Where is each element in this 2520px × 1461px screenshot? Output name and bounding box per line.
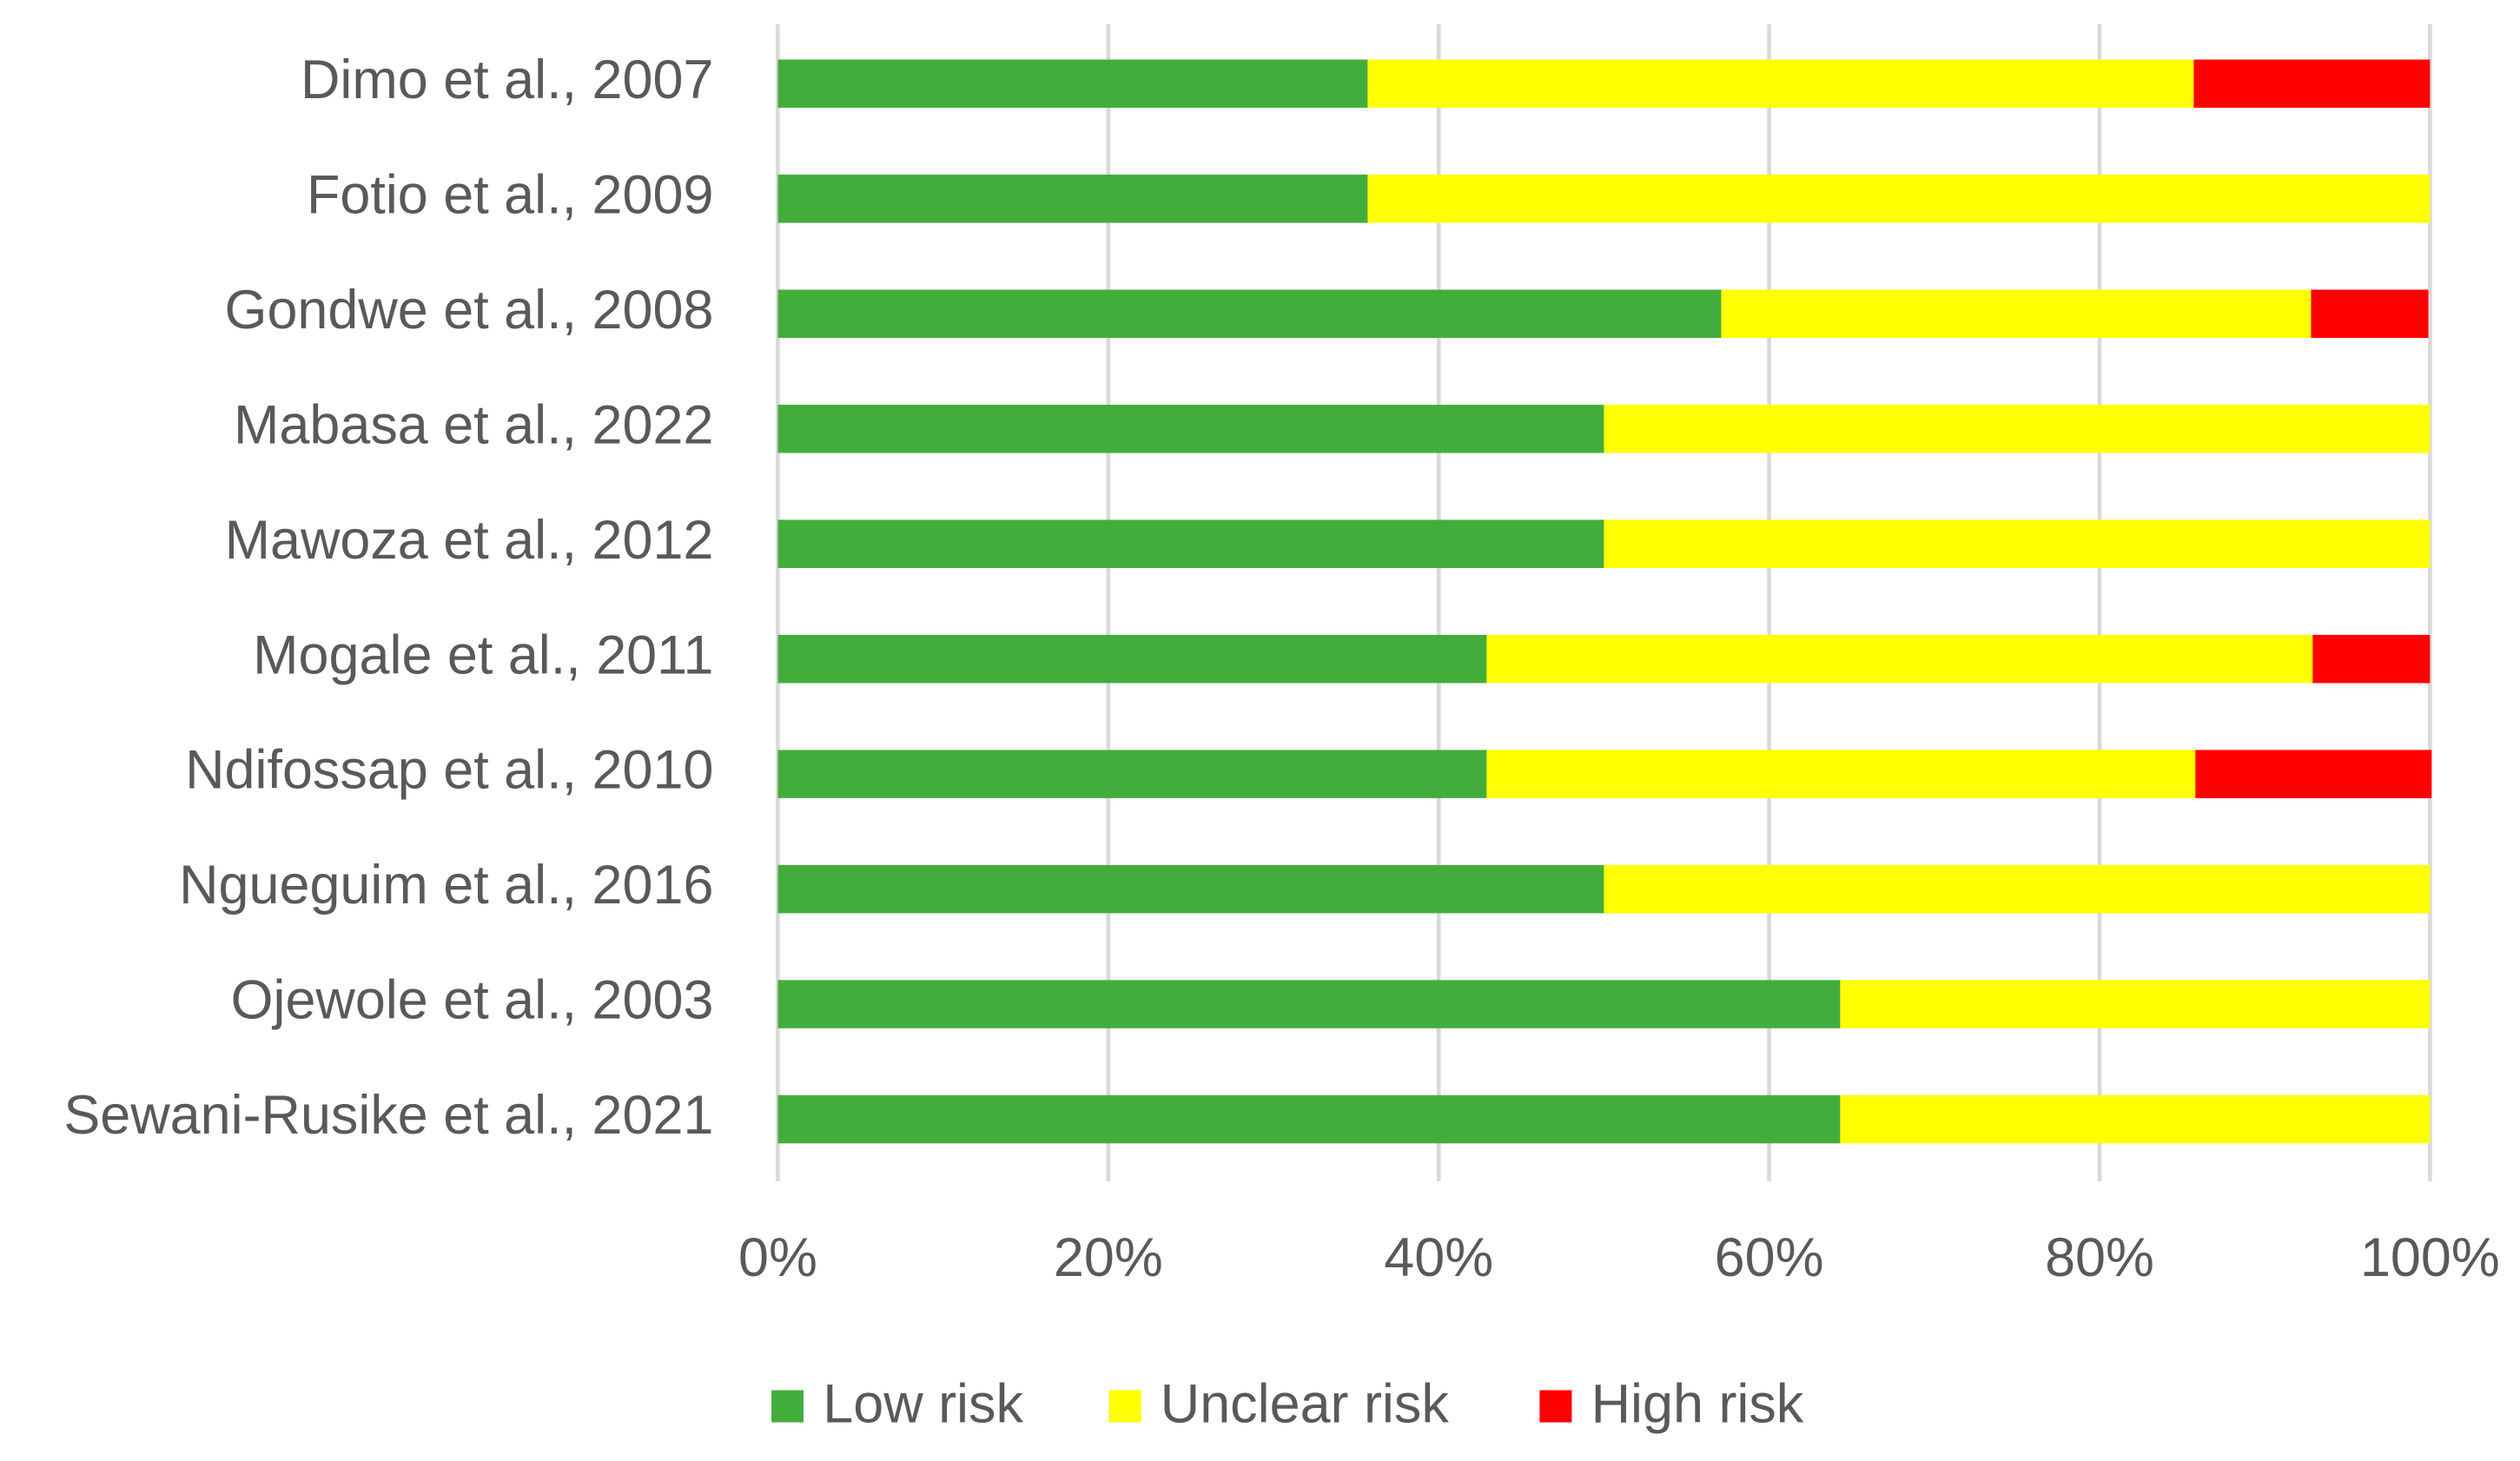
legend-swatch <box>1108 1390 1141 1423</box>
y-tick-label: Mabasa et al., 2022 <box>234 394 713 455</box>
bar-segment <box>777 404 1604 453</box>
bar-segment <box>1604 864 2431 914</box>
bar-segment <box>777 864 1604 914</box>
bar-segment <box>777 634 1487 684</box>
y-tick-label: Dimo et al., 2007 <box>301 50 713 110</box>
y-tick-label: Mogale et al., 2011 <box>253 625 713 685</box>
x-tick-label: 20% <box>1054 1227 1163 1288</box>
y-tick-label: Ndifossap et al., 2010 <box>185 740 713 801</box>
y-tick-label: Gondwe et al., 2008 <box>225 280 714 340</box>
bar-segment <box>2312 634 2431 684</box>
x-tick-label: 60% <box>1715 1227 1824 1288</box>
bar-segment <box>777 289 1722 339</box>
legend-label: Low risk <box>823 1373 1023 1434</box>
bar-segment <box>777 980 1841 1028</box>
bar-segment <box>1367 175 2431 223</box>
bar-segment <box>2311 289 2429 339</box>
bar-segment <box>1367 59 2194 109</box>
bar-segment <box>777 1094 1841 1144</box>
bar-segment <box>777 59 1368 109</box>
bar-segment <box>1840 1094 2431 1144</box>
legend-label: Unclear risk <box>1161 1373 1450 1434</box>
bar-segment <box>1486 634 2313 684</box>
y-tick-label: Mawoza et al., 2012 <box>225 510 714 571</box>
y-tick-label: Fotio et al., 2009 <box>307 164 713 225</box>
x-tick-label: 40% <box>1384 1227 1493 1288</box>
bar-segment <box>2195 750 2432 798</box>
bar-segment <box>1604 404 2431 453</box>
bar-segment <box>1840 980 2431 1028</box>
bar-segment <box>1721 289 2312 339</box>
x-tick-label: 0% <box>738 1227 817 1288</box>
bar-segment <box>777 175 1368 223</box>
bar-segment <box>777 519 1604 568</box>
bar-segment <box>1486 750 2196 798</box>
y-tick-label: Ngueguim et al., 2016 <box>179 855 713 916</box>
bar-segment <box>2193 59 2431 109</box>
bar-segment <box>1604 519 2431 568</box>
x-tick-label: 80% <box>2045 1227 2154 1288</box>
legend-label: High risk <box>1591 1373 1804 1434</box>
x-tick-label: 100% <box>2360 1227 2500 1288</box>
y-tick-label: Sewani-Rusike et al., 2021 <box>63 1085 713 1146</box>
y-tick-label: Ojewole et al., 2003 <box>231 970 714 1031</box>
legend-swatch <box>771 1390 804 1423</box>
legend-swatch <box>1539 1390 1572 1423</box>
bar-segment <box>777 750 1487 798</box>
